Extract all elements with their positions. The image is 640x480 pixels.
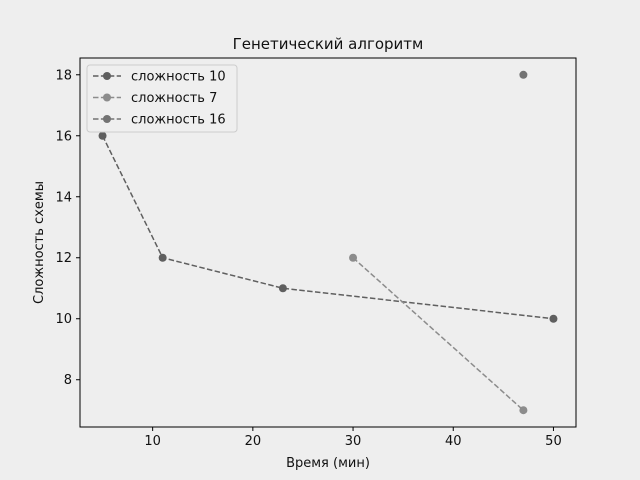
legend-label: сложность 16 [131, 113, 226, 128]
data-point [98, 131, 107, 140]
legend-marker [103, 93, 111, 102]
x-tick-label: 30 [345, 434, 362, 449]
legend-label: сложность 10 [131, 70, 226, 85]
data-point [519, 70, 528, 79]
y-axis-ticks: 8 10 12 14 16 18 [55, 68, 80, 388]
data-point [519, 406, 528, 415]
x-tick-label: 50 [545, 434, 562, 449]
data-point [349, 253, 358, 262]
y-tick-label: 16 [55, 129, 72, 144]
chart-title: Генетический алгоритм [233, 35, 424, 53]
series-line [101, 135, 554, 320]
legend: сложность 10 сложность 7 сложность 16 [86, 64, 238, 133]
data-point [549, 314, 558, 323]
x-axis-label: Время (мин) [286, 456, 370, 471]
data-point [278, 284, 287, 293]
x-tick-label: 40 [445, 434, 462, 449]
y-axis-label: Сложность схемы [32, 181, 47, 304]
y-tick-label: 10 [55, 312, 72, 327]
legend-frame [86, 64, 238, 133]
y-tick-label: 14 [55, 190, 72, 205]
y-tick-label: 8 [64, 373, 72, 388]
series-layer [98, 70, 558, 415]
data-point [158, 253, 167, 262]
series-line [352, 257, 524, 411]
legend-marker [103, 72, 111, 80]
x-tick-label: 20 [245, 434, 262, 449]
x-axis-ticks: 10 20 30 40 50 [144, 427, 562, 449]
x-tick-label: 10 [144, 434, 161, 449]
y-tick-label: 18 [55, 68, 72, 83]
legend-label: сложность 7 [131, 91, 217, 106]
y-tick-label: 12 [55, 251, 72, 266]
legend-marker [103, 115, 111, 123]
